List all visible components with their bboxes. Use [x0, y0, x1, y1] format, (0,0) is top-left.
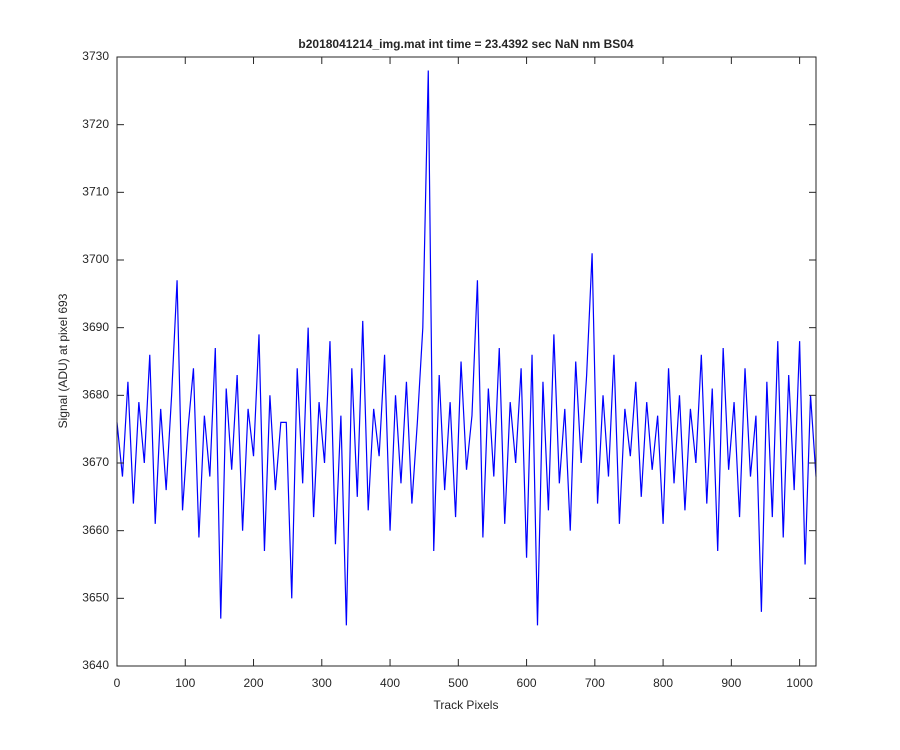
x-tick-label: 300 — [312, 676, 332, 690]
y-tick-label: 3730 — [82, 49, 109, 63]
y-tick-label: 3670 — [82, 455, 109, 469]
x-tick-label: 200 — [244, 676, 264, 690]
y-tick-label: 3690 — [82, 320, 109, 334]
x-tick-label: 500 — [448, 676, 468, 690]
y-tick-label: 3720 — [82, 117, 109, 131]
axes-box — [116, 56, 817, 667]
x-tick-label: 900 — [721, 676, 741, 690]
x-axis-label: Track Pixels — [434, 698, 499, 712]
x-tick-label: 700 — [585, 676, 605, 690]
x-tick-label: 800 — [653, 676, 673, 690]
y-tick-label: 3710 — [82, 185, 109, 199]
x-tick-label: 100 — [175, 676, 195, 690]
y-axis-label: Signal (ADU) at pixel 693 — [56, 293, 70, 428]
y-tick-label: 3650 — [82, 591, 109, 605]
chart-title: b2018041214_img.mat int time = 23.4392 s… — [298, 37, 634, 51]
y-tick-label: 3680 — [82, 388, 109, 402]
plot-area — [117, 57, 816, 666]
y-tick-label: 3640 — [82, 658, 109, 672]
y-tick-label: 3660 — [82, 523, 109, 537]
x-tick-label: 400 — [380, 676, 400, 690]
y-tick-label: 3700 — [82, 252, 109, 266]
data-line — [116, 70, 817, 626]
x-tick-label: 1000 — [786, 676, 813, 690]
x-tick-label: 0 — [114, 676, 121, 690]
marks — [116, 70, 817, 626]
x-tick-label: 600 — [517, 676, 537, 690]
